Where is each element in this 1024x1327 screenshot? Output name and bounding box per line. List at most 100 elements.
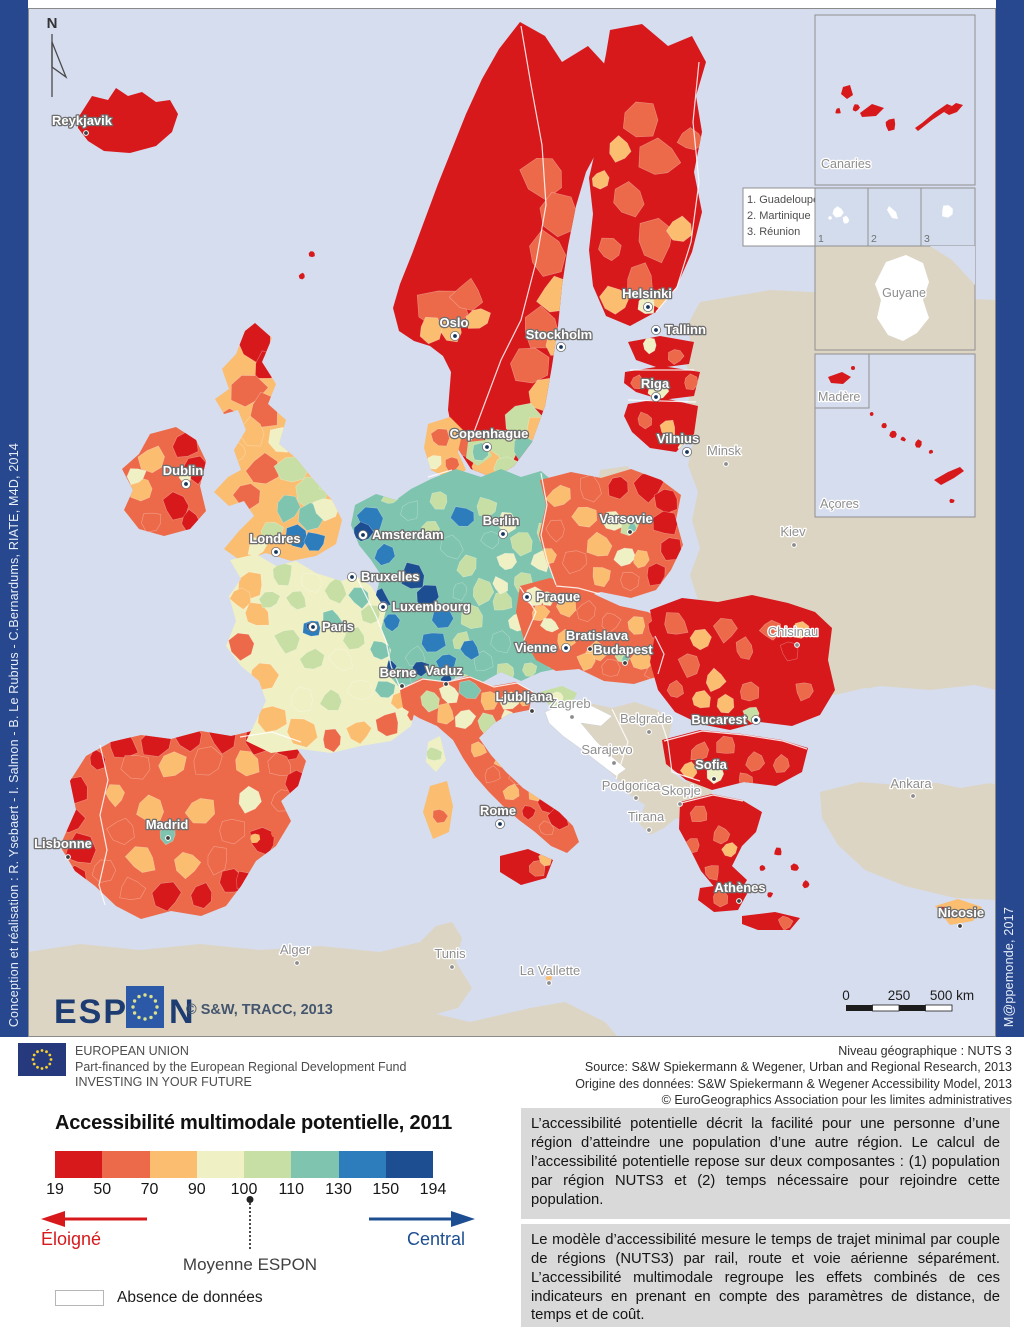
ramp-cell — [55, 1151, 103, 1178]
city-label: Prague — [536, 589, 580, 604]
right-credit-bar: M@ppemonde, 2017 — [996, 0, 1024, 1037]
city-label: Minsk — [707, 443, 741, 458]
city-label: Paris — [322, 619, 354, 634]
city-label: La Vallette — [520, 963, 580, 978]
far-label: Éloigné — [41, 1229, 102, 1249]
legend: Accessibilité multimodale potentielle, 2… — [41, 1108, 495, 1327]
scale-bar: 0 250 500 km — [842, 988, 974, 1012]
class-break-value: 194 — [419, 1181, 447, 1198]
mean-dot-icon — [246, 1196, 254, 1203]
city-label: Varsovie — [599, 511, 653, 526]
city-marker — [736, 898, 742, 904]
eu-line-2: Part-financed by the European Regional D… — [75, 1059, 407, 1074]
city-marker — [622, 660, 628, 666]
class-breaks: 19 50 70 90 100 110 130 150 194 — [46, 1181, 455, 1203]
source-line-1: Niveau géographique : NUTS 3 — [838, 1044, 1012, 1058]
class-break-value: 130 — [325, 1181, 352, 1198]
legend-title: Accessibilité multimodale potentielle, 2… — [55, 1112, 453, 1134]
conception-credit: Conception et réalisation : R. Ysebaert … — [7, 442, 21, 1027]
city-label: Vilnius — [657, 431, 699, 446]
svg-text:Guyane: Guyane — [882, 286, 926, 300]
north-arrow-icon: N — [47, 15, 68, 97]
city-marker — [83, 130, 89, 136]
city-label: Stockholm — [526, 327, 592, 342]
source-line-4: © EuroGeographics Association pour les l… — [661, 1092, 1012, 1107]
city-marker — [611, 760, 617, 766]
ramp-cell — [149, 1151, 197, 1178]
study-area-regions — [60, 22, 982, 982]
city-label: Tallinn — [665, 322, 706, 337]
city-label: Budapest — [593, 642, 653, 657]
city-label: Nicosie — [938, 905, 984, 920]
city-label: Podgorica — [602, 778, 661, 793]
class-break-value: 70 — [140, 1181, 159, 1198]
city-marker — [346, 572, 357, 583]
inset-guyane: Guyane — [814, 245, 976, 351]
city-marker — [449, 330, 460, 341]
description-paragraph: L’accessibilité potentielle décrit la fa… — [521, 1108, 1010, 1219]
svg-text:1. Guadeloupe: 1. Guadeloupe — [747, 194, 819, 206]
svg-text:2. Martinique: 2. Martinique — [747, 210, 811, 222]
city-marker — [449, 964, 455, 970]
city-marker — [651, 324, 662, 335]
class-break-value: 110 — [278, 1181, 305, 1198]
city-label: Lisbonne — [34, 836, 92, 851]
mean-label: Moyenne ESPON — [182, 1255, 318, 1274]
svg-text:0: 0 — [842, 988, 850, 1003]
city-marker — [357, 530, 368, 541]
city-label: Riga — [641, 376, 670, 391]
central-label: Central — [407, 1229, 466, 1249]
city-marker — [270, 547, 281, 558]
class-break-value: 19 — [46, 1181, 64, 1198]
city-marker — [399, 683, 405, 689]
svg-text:Madère: Madère — [818, 390, 860, 404]
eu-funding-block: EUROPEAN UNION Part-financed by the Euro… — [18, 1043, 406, 1091]
city-label: Dublin — [163, 463, 203, 478]
eu-line-1: EUROPEAN UNION — [75, 1044, 189, 1058]
city-marker — [307, 622, 318, 633]
mean-row: Moyenne ESPON — [55, 1255, 455, 1279]
no-data-row: Absence de données — [55, 1289, 495, 1307]
city-label: Vienne — [515, 640, 557, 655]
city-label: Belgrade — [620, 711, 672, 726]
description-block: L’accessibilité potentielle décrit la fa… — [521, 1108, 1010, 1327]
city-marker — [561, 643, 572, 654]
city-marker — [646, 729, 652, 735]
city-marker — [633, 795, 639, 801]
svg-text:Canaries: Canaries — [821, 157, 871, 171]
city-marker — [180, 478, 191, 489]
city-label: Alger — [280, 942, 311, 957]
city-label: Reykjavik — [52, 113, 113, 128]
color-ramp — [55, 1151, 433, 1178]
svg-text:2: 2 — [871, 233, 877, 245]
city-layer: Reykjavik Oslo Stockholm Helsinki Tallinn Rig… — [33, 112, 985, 986]
map-panel: Canaries 1. Guadeloupe 2. Martinique 3. Réu… — [0, 0, 1024, 1037]
class-break-value: 150 — [372, 1181, 400, 1198]
city-marker — [569, 714, 575, 720]
svg-text:ESP: ESP — [54, 993, 128, 1031]
bottom-row: Accessibilité multimodale potentielle, 2… — [0, 1100, 1024, 1327]
city-label: Sarajevo — [581, 742, 632, 757]
footer-row: EUROPEAN UNION Part-financed by the Euro… — [0, 1037, 1024, 1107]
mean-dotted-line-icon — [249, 1203, 251, 1249]
city-label: Londres — [249, 531, 300, 546]
city-marker — [627, 529, 633, 535]
svg-text:N: N — [169, 993, 194, 1031]
city-label: Oslo — [440, 315, 469, 330]
city-marker — [587, 646, 593, 652]
city-marker — [497, 529, 508, 540]
eu-flag-logo — [18, 1043, 66, 1076]
no-data-label: Absence de données — [117, 1289, 263, 1306]
city-label: Vaduz — [425, 663, 463, 678]
city-marker — [791, 542, 797, 548]
city-marker — [723, 461, 729, 467]
city-label: Tunis — [434, 946, 466, 961]
city-label: Ankara — [890, 776, 932, 791]
source-block: Niveau géographique : NUTS 3 Source: S&W… — [575, 1043, 1012, 1108]
no-data-swatch — [55, 1290, 104, 1306]
city-label: Bruxelles — [361, 569, 420, 584]
no-data-region — [544, 700, 627, 777]
city-label: Bratislava — [566, 628, 629, 643]
city-marker — [556, 341, 567, 352]
map-frame — [28, 8, 996, 1037]
